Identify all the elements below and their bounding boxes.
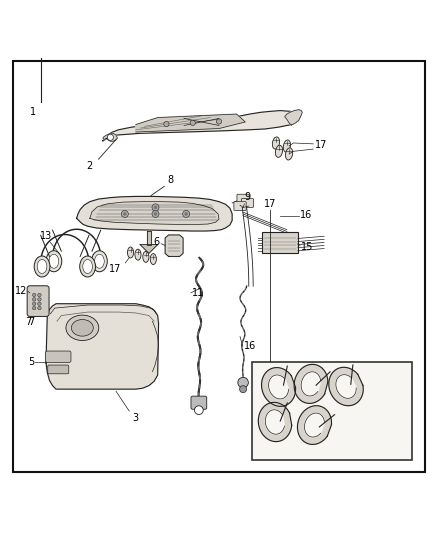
Polygon shape <box>103 133 117 141</box>
FancyBboxPatch shape <box>27 286 49 317</box>
Polygon shape <box>294 365 328 403</box>
Circle shape <box>123 212 127 216</box>
Ellipse shape <box>283 140 290 152</box>
Ellipse shape <box>34 256 50 277</box>
Ellipse shape <box>83 260 92 273</box>
Polygon shape <box>297 406 332 445</box>
Text: 7: 7 <box>28 317 35 327</box>
Text: 15: 15 <box>301 242 314 252</box>
Polygon shape <box>261 368 296 406</box>
Polygon shape <box>136 114 245 132</box>
FancyBboxPatch shape <box>46 351 71 362</box>
Ellipse shape <box>66 315 99 341</box>
Text: 16: 16 <box>300 210 312 220</box>
Ellipse shape <box>80 256 95 277</box>
Text: 7: 7 <box>25 317 32 327</box>
Text: 1: 1 <box>30 107 36 117</box>
Text: 6: 6 <box>154 237 160 247</box>
Circle shape <box>32 297 36 301</box>
Polygon shape <box>265 410 285 434</box>
Ellipse shape <box>150 254 156 264</box>
FancyBboxPatch shape <box>48 365 69 374</box>
FancyBboxPatch shape <box>262 232 298 253</box>
Text: 17: 17 <box>109 264 121 274</box>
Text: 3: 3 <box>133 413 139 423</box>
Circle shape <box>184 212 188 216</box>
Circle shape <box>154 206 157 209</box>
Polygon shape <box>301 372 321 396</box>
Ellipse shape <box>127 247 134 258</box>
Circle shape <box>154 212 157 216</box>
Polygon shape <box>304 413 325 437</box>
Circle shape <box>38 293 41 297</box>
Ellipse shape <box>37 260 47 273</box>
Circle shape <box>164 122 169 127</box>
Polygon shape <box>77 197 232 231</box>
Polygon shape <box>165 235 183 256</box>
Ellipse shape <box>135 249 141 260</box>
Circle shape <box>32 302 36 305</box>
Circle shape <box>38 306 41 310</box>
Ellipse shape <box>276 145 283 157</box>
Polygon shape <box>140 245 158 253</box>
Ellipse shape <box>49 254 59 268</box>
Ellipse shape <box>272 137 279 149</box>
Polygon shape <box>329 367 363 406</box>
Ellipse shape <box>95 254 104 268</box>
Circle shape <box>38 302 41 305</box>
Ellipse shape <box>143 252 149 262</box>
Ellipse shape <box>46 251 62 272</box>
Bar <box>252 361 412 460</box>
Polygon shape <box>285 110 302 125</box>
Circle shape <box>32 293 36 297</box>
Polygon shape <box>258 402 292 442</box>
FancyBboxPatch shape <box>241 199 254 207</box>
Circle shape <box>190 120 195 125</box>
Circle shape <box>152 204 159 211</box>
Text: 5: 5 <box>28 357 35 367</box>
Polygon shape <box>90 201 219 224</box>
Circle shape <box>240 386 247 393</box>
Text: 11: 11 <box>192 288 204 298</box>
FancyBboxPatch shape <box>191 396 207 409</box>
Polygon shape <box>336 375 356 398</box>
Circle shape <box>32 306 36 310</box>
Circle shape <box>238 377 248 388</box>
Text: 17: 17 <box>314 140 327 150</box>
Circle shape <box>216 119 222 124</box>
Text: 12: 12 <box>15 286 27 296</box>
Polygon shape <box>268 375 289 399</box>
Circle shape <box>152 211 159 217</box>
Polygon shape <box>147 231 151 245</box>
Ellipse shape <box>92 251 107 272</box>
Circle shape <box>121 211 128 217</box>
Circle shape <box>107 134 113 140</box>
Text: 2: 2 <box>87 161 93 172</box>
Circle shape <box>194 406 203 415</box>
Text: 9: 9 <box>244 192 251 203</box>
Text: 16: 16 <box>244 341 256 351</box>
FancyBboxPatch shape <box>234 201 246 211</box>
FancyBboxPatch shape <box>237 194 249 203</box>
Ellipse shape <box>71 319 93 336</box>
Polygon shape <box>103 110 300 141</box>
Text: 17: 17 <box>264 199 276 209</box>
Text: 13: 13 <box>40 231 52 241</box>
Circle shape <box>183 211 190 217</box>
Circle shape <box>38 297 41 301</box>
Text: 8: 8 <box>168 175 174 185</box>
Ellipse shape <box>286 148 293 160</box>
Polygon shape <box>46 304 159 389</box>
